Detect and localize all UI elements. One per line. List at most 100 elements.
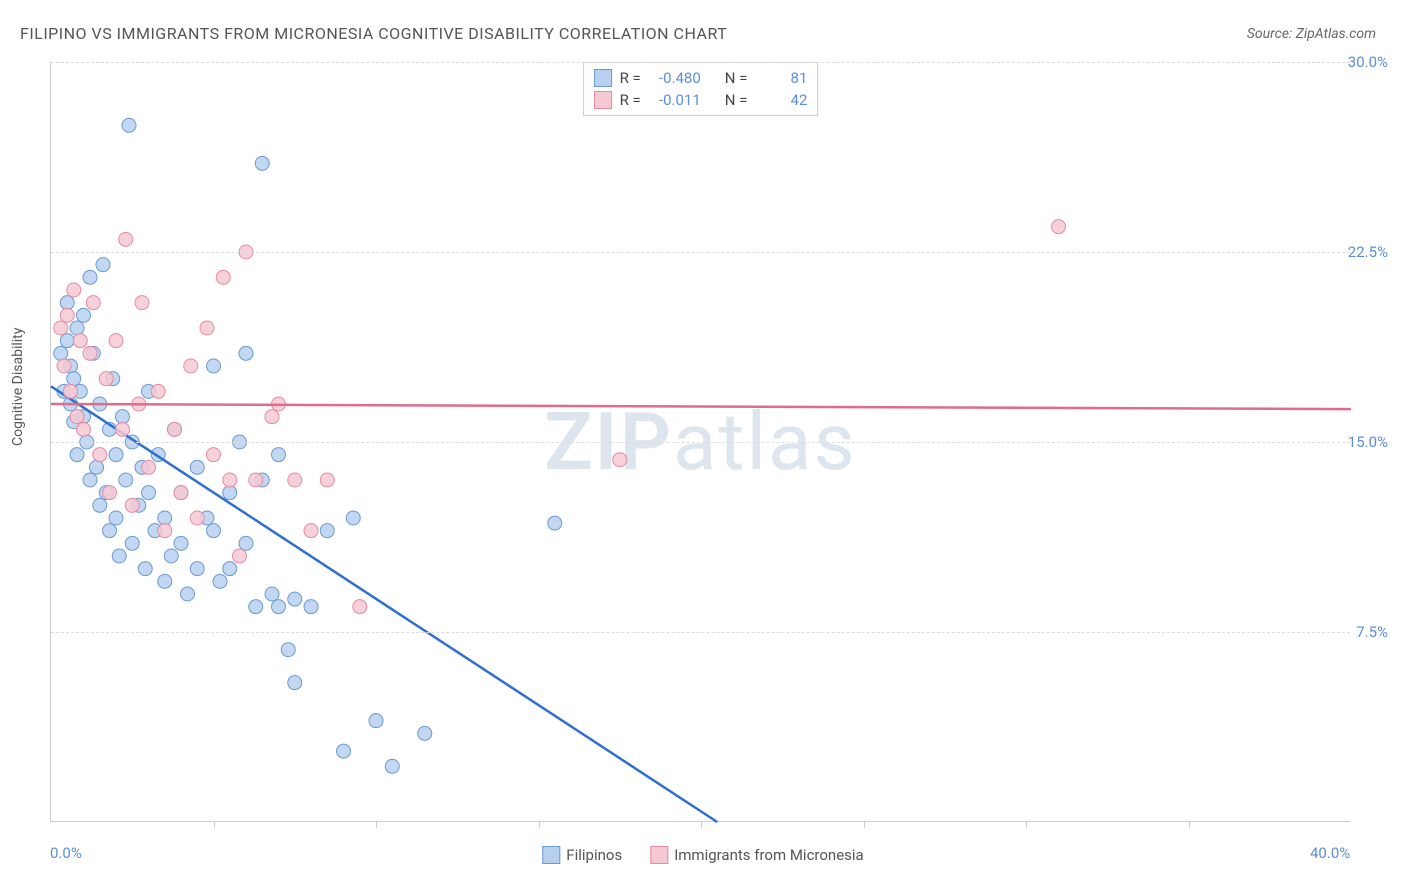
scatter-point: [77, 308, 91, 322]
plot-area: ZIPatlas R = -0.480 N = 81 R = -0.011 N …: [50, 62, 1350, 822]
scatter-point: [223, 486, 237, 500]
legend-item-filipinos: Filipinos: [542, 846, 622, 864]
scatter-point: [112, 549, 126, 563]
scatter-point: [73, 334, 87, 348]
legend-label-micronesia: Immigrants from Micronesia: [674, 846, 864, 864]
scatter-point: [103, 524, 117, 538]
scatter-point: [142, 486, 156, 500]
scatter-point: [125, 536, 139, 550]
scatter-point: [109, 334, 123, 348]
stats-legend: R = -0.480 N = 81 R = -0.011 N = 42: [583, 62, 819, 116]
scatter-point: [119, 232, 133, 246]
scatter-point: [216, 270, 230, 284]
scatter-point: [207, 448, 221, 462]
scatter-point: [70, 321, 84, 335]
chart-title: FILIPINO VS IMMIGRANTS FROM MICRONESIA C…: [20, 24, 727, 43]
n-label-0: N =: [725, 69, 748, 87]
scatter-point: [200, 321, 214, 335]
scatter-point: [213, 574, 227, 588]
scatter-point: [158, 511, 172, 525]
gridline-h: [51, 442, 1350, 443]
scatter-point: [353, 600, 367, 614]
scatter-point: [168, 422, 182, 436]
stats-row-0: R = -0.480 N = 81: [594, 67, 808, 89]
x-tick-mark: [1189, 822, 1190, 828]
scatter-point: [125, 498, 139, 512]
scatter-point: [369, 714, 383, 728]
scatter-point: [346, 511, 360, 525]
scatter-point: [255, 156, 269, 170]
series-legend: Filipinos Immigrants from Micronesia: [542, 846, 863, 864]
scatter-point: [239, 346, 253, 360]
legend-item-micronesia: Immigrants from Micronesia: [650, 846, 864, 864]
scatter-point: [181, 587, 195, 601]
scatter-point: [109, 448, 123, 462]
legend-label-filipinos: Filipinos: [566, 846, 622, 864]
scatter-point: [60, 308, 74, 322]
gridline-h: [51, 632, 1350, 633]
scatter-point: [304, 524, 318, 538]
scatter-point: [281, 643, 295, 657]
scatter-point: [337, 744, 351, 758]
scatter-point: [190, 562, 204, 576]
scatter-point: [109, 511, 123, 525]
x-tick-mark: [1026, 822, 1027, 828]
scatter-point: [418, 726, 432, 740]
scatter-point: [64, 384, 78, 398]
scatter-point: [288, 473, 302, 487]
scatter-point: [158, 524, 172, 538]
scatter-point: [1052, 220, 1066, 234]
scatter-point: [190, 460, 204, 474]
scatter-point: [207, 359, 221, 373]
scatter-point: [249, 473, 263, 487]
n-label-1: N =: [725, 91, 748, 109]
scatter-point: [184, 359, 198, 373]
scatter-point: [116, 410, 130, 424]
scatter-point: [70, 410, 84, 424]
scatter-point: [83, 473, 97, 487]
x-tick-label: 40.0%: [1310, 844, 1350, 862]
scatter-point: [93, 448, 107, 462]
scatter-point: [233, 549, 247, 563]
scatter-point: [385, 759, 399, 773]
scatter-point: [90, 460, 104, 474]
scatter-point: [288, 592, 302, 606]
scatter-point: [304, 600, 318, 614]
legend-swatch-micronesia: [650, 846, 668, 864]
scatter-point: [70, 448, 84, 462]
y-axis-label: Cognitive Disability: [10, 328, 26, 446]
scatter-point: [272, 600, 286, 614]
scatter-point: [119, 473, 133, 487]
n-value-1: 42: [755, 91, 807, 109]
x-tick-mark: [376, 822, 377, 828]
y-tick-label: 15.0%: [1348, 433, 1388, 451]
scatter-point: [60, 296, 74, 310]
stats-row-1: R = -0.011 N = 42: [594, 89, 808, 111]
scatter-point: [54, 346, 68, 360]
x-tick-mark: [701, 822, 702, 828]
gridline-h: [51, 62, 1350, 63]
scatter-point: [164, 549, 178, 563]
scatter-point: [96, 258, 110, 272]
trend-line: [51, 404, 1351, 409]
x-tick-label: 0.0%: [50, 844, 82, 862]
scatter-point: [54, 321, 68, 335]
scatter-point: [116, 422, 130, 436]
scatter-point: [223, 473, 237, 487]
scatter-point: [174, 536, 188, 550]
scatter-point: [272, 448, 286, 462]
r-label-1: R =: [620, 91, 641, 109]
scatter-point: [223, 562, 237, 576]
gridline-h: [51, 252, 1350, 253]
trend-line: [51, 386, 717, 822]
swatch-micronesia: [594, 91, 612, 109]
x-tick-mark: [864, 822, 865, 828]
scatter-point: [135, 296, 149, 310]
source-label: Source: ZipAtlas.com: [1247, 26, 1376, 42]
scatter-point: [207, 524, 221, 538]
y-tick-label: 22.5%: [1348, 243, 1388, 261]
scatter-point: [122, 118, 136, 132]
scatter-point: [239, 536, 253, 550]
scatter-point: [548, 516, 562, 530]
scatter-point: [288, 676, 302, 690]
